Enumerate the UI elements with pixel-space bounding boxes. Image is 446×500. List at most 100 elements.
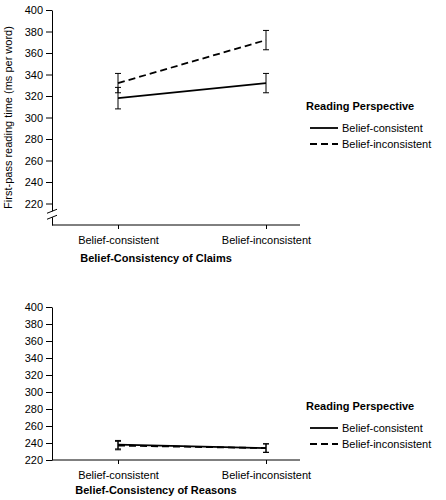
y-tick-mark <box>46 96 52 97</box>
y-tick: 380 <box>25 318 52 330</box>
series-line <box>118 40 266 83</box>
y-tick-label: 260 <box>25 420 43 432</box>
x-axis-title: Belief-Consistency of Reasons <box>75 484 236 496</box>
y-tick: 320 <box>25 369 52 381</box>
y-tick-label: 380 <box>25 318 43 330</box>
y-axis-line <box>52 11 53 226</box>
y-tick-label: 360 <box>25 335 43 347</box>
y-tick: 260 <box>25 420 52 432</box>
y-tick-mark <box>46 426 52 427</box>
y-tick-label: 380 <box>25 26 43 38</box>
y-tick-mark <box>46 204 52 205</box>
x-tick-label: Belief-inconsistent <box>222 234 311 246</box>
error-bar <box>263 73 269 92</box>
y-tick-label: 240 <box>25 437 43 449</box>
y-tick-label: 240 <box>25 176 43 188</box>
y-axis-line <box>52 308 53 461</box>
y-tick: 220 <box>25 198 52 210</box>
y-tick-mark <box>46 10 52 11</box>
x-tick-label: Belief-inconsistent <box>222 469 311 481</box>
error-bar-line <box>263 30 269 49</box>
axis-break-line <box>47 215 57 219</box>
y-tick: 360 <box>25 47 52 59</box>
figure: 220 240 260 280 300 320 340 360 380 400 Belief-con… <box>0 0 446 500</box>
legend: Reading Perspective Belief-consistent Beli… <box>306 100 431 150</box>
y-tick-label: 260 <box>25 155 43 167</box>
x-tick-mark <box>266 460 267 464</box>
y-tick-label: 220 <box>25 198 43 210</box>
x-axis: Belief-consistent Belief-inconsistent <box>52 225 311 246</box>
error-bar <box>263 30 269 49</box>
y-tick: 300 <box>25 386 52 398</box>
y-tick-mark <box>46 460 52 461</box>
y-tick-mark <box>46 139 52 140</box>
y-tick-label: 300 <box>25 386 43 398</box>
series-line <box>118 445 266 448</box>
y-tick-mark <box>46 443 52 444</box>
y-tick-label: 220 <box>25 454 43 466</box>
y-tick-mark <box>46 307 52 308</box>
y-tick-mark <box>46 358 52 359</box>
error-bar-line <box>263 444 269 453</box>
y-tick-label: 400 <box>25 4 43 16</box>
y-tick: 220 <box>25 454 52 466</box>
y-tick-mark <box>46 118 52 119</box>
y-tick-label: 320 <box>25 369 43 381</box>
error-bar <box>115 73 121 92</box>
legend-label: Belief-consistent <box>342 122 423 134</box>
x-axis-title: Belief-Consistency of Claims <box>80 252 232 264</box>
y-tick-mark <box>46 392 52 393</box>
y-axis-title: First-pass reading time (ms per word) <box>2 26 14 209</box>
y-tick-label: 300 <box>25 112 43 124</box>
x-tick: Belief-inconsistent <box>222 225 311 246</box>
y-tick-mark <box>46 324 52 325</box>
y-tick: 340 <box>25 352 52 364</box>
error-bar <box>263 444 269 453</box>
x-tick-mark <box>266 225 267 229</box>
legend-label: Belief-inconsistent <box>342 438 431 450</box>
axis-break <box>46 209 58 219</box>
legend-title: Reading Perspective <box>306 100 414 112</box>
y-tick-label: 320 <box>25 90 43 102</box>
x-axis-line <box>52 225 300 226</box>
y-axis: 220 240 260 280 300 320 340 360 380 400 <box>25 4 53 225</box>
y-tick-label: 400 <box>25 301 43 313</box>
y-tick: 240 <box>25 437 52 449</box>
x-tick: Belief-inconsistent <box>222 460 311 481</box>
x-tick-label: Belief-consistent <box>78 234 159 246</box>
y-tick: 320 <box>25 90 52 102</box>
x-tick-label: Belief-consistent <box>78 469 159 481</box>
y-tick: 400 <box>25 4 52 16</box>
chart: 220 240 260 280 300 320 340 360 380 400 Belief-con… <box>25 301 432 496</box>
series-line <box>118 83 266 98</box>
error-bar-line <box>115 73 121 92</box>
x-tick-mark <box>118 225 119 229</box>
error-bar-line <box>115 441 121 450</box>
y-tick-label: 280 <box>25 133 43 145</box>
legend-swatch <box>310 127 338 129</box>
x-tick: Belief-consistent <box>78 460 159 481</box>
y-tick-mark <box>46 161 52 162</box>
legend-label: Belief-inconsistent <box>342 138 431 150</box>
y-tick-label: 360 <box>25 47 43 59</box>
x-tick: Belief-consistent <box>78 225 159 246</box>
y-tick: 360 <box>25 335 52 347</box>
x-axis: Belief-consistent Belief-inconsistent <box>52 460 311 481</box>
y-tick: 240 <box>25 176 52 188</box>
error-bar-line <box>263 73 269 92</box>
y-tick-mark <box>46 182 52 183</box>
y-tick-mark <box>46 75 52 76</box>
series-line <box>118 446 266 449</box>
x-tick-mark <box>118 460 119 464</box>
y-tick-mark <box>46 409 52 410</box>
y-tick-mark <box>46 375 52 376</box>
y-tick: 380 <box>25 26 52 38</box>
legend-label: Belief-consistent <box>342 422 423 434</box>
y-tick-label: 340 <box>25 69 43 81</box>
chart: 220 240 260 280 300 320 340 360 380 400 Belief-con… <box>2 4 431 264</box>
x-axis-line <box>52 460 300 461</box>
y-axis: 220 240 260 280 300 320 340 360 380 400 <box>25 301 53 466</box>
y-tick-label: 280 <box>25 403 43 415</box>
y-tick: 260 <box>25 155 52 167</box>
legend: Reading PerspectiveBelief-consistentBeli… <box>306 400 431 450</box>
